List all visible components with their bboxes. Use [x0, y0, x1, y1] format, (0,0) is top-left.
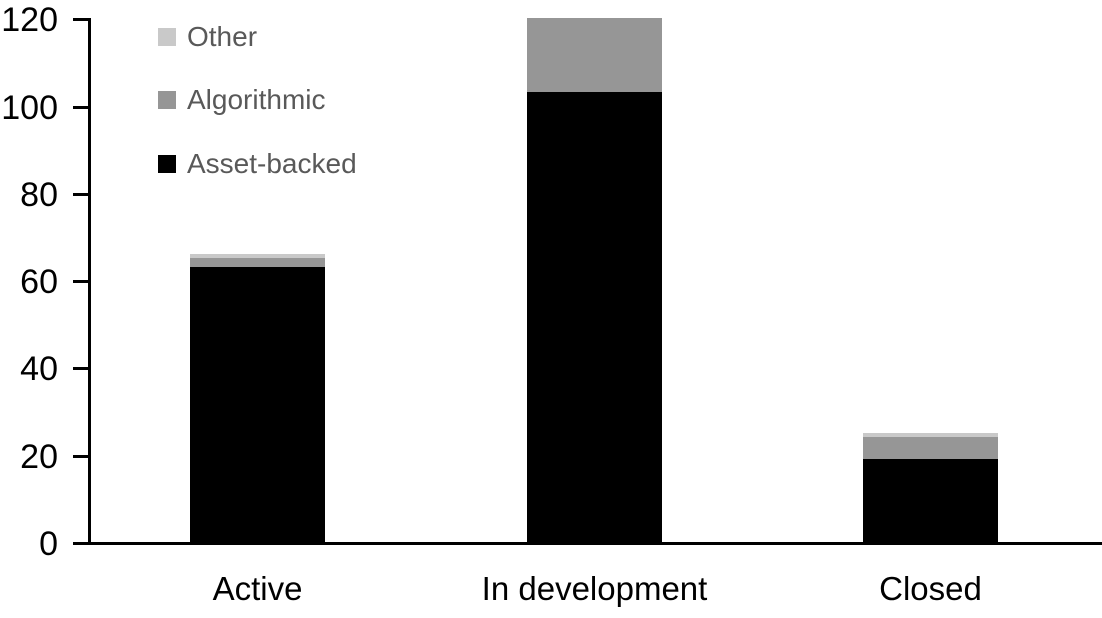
y-axis-tick: [73, 18, 91, 21]
y-axis-label: 120: [1, 1, 58, 39]
bar-segment-other-closed: [863, 432, 998, 438]
x-axis-line: [73, 542, 1102, 545]
y-axis-label: 80: [20, 176, 58, 214]
legend-swatch-other: [158, 28, 176, 46]
y-axis-tick: [73, 193, 91, 196]
legend-swatch-asset-backed: [158, 155, 176, 173]
y-axis-tick: [73, 367, 91, 370]
y-axis-tick: [73, 280, 91, 283]
y-axis-label: 40: [20, 350, 58, 388]
x-axis-label-active: Active: [212, 570, 303, 607]
y-axis-label: 0: [39, 525, 58, 563]
bar-segment-asset-backed-active: [190, 267, 325, 542]
x-axis-label-closed: Closed: [879, 570, 982, 607]
y-axis-tick: [73, 455, 91, 458]
legend-item-algorithmic: Algorithmic: [158, 84, 326, 115]
y-axis-tick: [73, 106, 91, 109]
y-axis-label: 100: [1, 89, 58, 127]
y-axis-label: 60: [20, 263, 58, 301]
legend-item-other: Other: [158, 21, 258, 52]
x-axis-label-in-development: In development: [481, 570, 708, 607]
legend-label: Asset-backed: [187, 148, 357, 179]
bar-segment-algorithmic-in-development: [527, 18, 662, 93]
legend-item-asset-backed: Asset-backed: [158, 148, 357, 179]
bar-segment-asset-backed-closed: [863, 459, 998, 542]
y-axis-label: 20: [20, 438, 58, 476]
bar-segment-asset-backed-in-development: [527, 92, 662, 542]
legend-label: Other: [187, 21, 258, 52]
bar-segment-algorithmic-active: [190, 258, 325, 267]
bar-segment-other-active: [190, 253, 325, 259]
legend-label: Algorithmic: [187, 84, 326, 115]
bar-segment-algorithmic-closed: [863, 437, 998, 460]
legend-swatch-algorithmic: [158, 91, 176, 109]
